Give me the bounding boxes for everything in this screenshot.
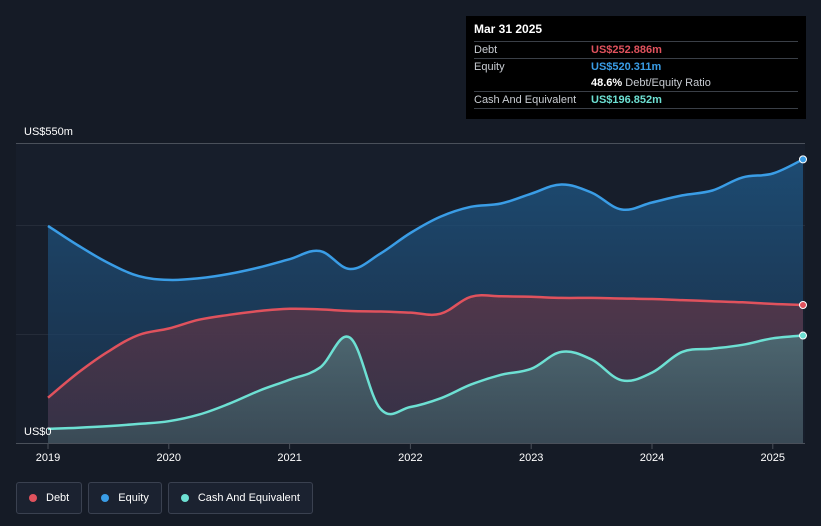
x-tick-label: 2024	[640, 452, 664, 464]
legend-item-debt[interactable]: Debt	[16, 482, 83, 514]
y-axis-top-label: US$550m	[24, 126, 73, 138]
legend-item-cash[interactable]: Cash And Equivalent	[167, 482, 313, 514]
x-tick-label: 2020	[157, 452, 181, 464]
cash-endpoint	[799, 331, 807, 340]
y-axis-zero-label: US$0	[24, 426, 52, 438]
tooltip-label: Debt	[474, 44, 498, 56]
legend-label: Debt	[46, 492, 70, 504]
tooltip-panel: Mar 31 2025 Debt US$252.886m Equity US$5…	[466, 16, 806, 119]
tooltip-row-cash: Cash And Equivalent US$196.852m	[474, 92, 798, 109]
legend: Debt Equity Cash And Equivalent	[16, 482, 313, 514]
x-tick-label: 2022	[398, 452, 422, 464]
legend-item-equity[interactable]: Equity	[88, 482, 162, 514]
legend-label: Equity	[118, 492, 149, 504]
tooltip-label: Cash And Equivalent	[474, 94, 577, 106]
x-tick-label: 2023	[519, 452, 543, 464]
tooltip-row-debt: Debt US$252.886m	[474, 42, 798, 59]
x-tick-label: 2025	[761, 452, 785, 464]
tooltip-ratio: 48.6% Debt/Equity Ratio	[591, 75, 711, 91]
debt-dot-icon	[29, 494, 37, 502]
x-tick-label: 2021	[277, 452, 301, 464]
equity-endpoint	[799, 155, 807, 164]
ratio-label: Debt/Equity Ratio	[625, 77, 711, 89]
x-axis-ticks: 2019 2020 2021 2022 2023 2024 2025	[36, 443, 785, 464]
debt-line	[47, 294, 804, 399]
series-endpoints	[799, 155, 807, 340]
cash-dot-icon	[180, 494, 189, 502]
tooltip-row-equity: Equity US$520.311m	[474, 59, 798, 75]
legend-label: Cash And Equivalent	[197, 492, 300, 504]
tooltip-row-ratio: 48.6% Debt/Equity Ratio	[474, 75, 798, 92]
tooltip-date: Mar 31 2025	[474, 23, 798, 42]
tooltip-value: US$520.311m	[591, 61, 662, 73]
series-layer	[47, 158, 804, 443]
equity-line	[47, 158, 804, 282]
tooltip-value: US$196.852m	[591, 94, 662, 106]
x-tick-label: 2019	[36, 452, 60, 464]
cash-area	[48, 335, 803, 443]
debt-endpoint	[799, 301, 807, 309]
cash-line	[47, 334, 804, 431]
tooltip-label: Equity	[474, 61, 505, 73]
ratio-value: 48.6%	[591, 77, 623, 89]
tooltip-value: US$252.886m	[591, 44, 662, 56]
equity-dot-icon	[101, 494, 110, 502]
